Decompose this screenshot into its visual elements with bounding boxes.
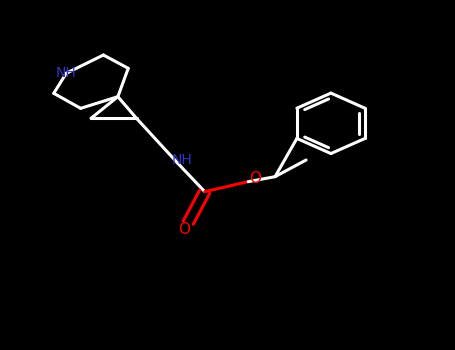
Text: O: O: [249, 171, 261, 186]
Text: NH: NH: [56, 66, 76, 80]
Text: O: O: [177, 222, 190, 237]
Text: NH: NH: [172, 153, 193, 167]
